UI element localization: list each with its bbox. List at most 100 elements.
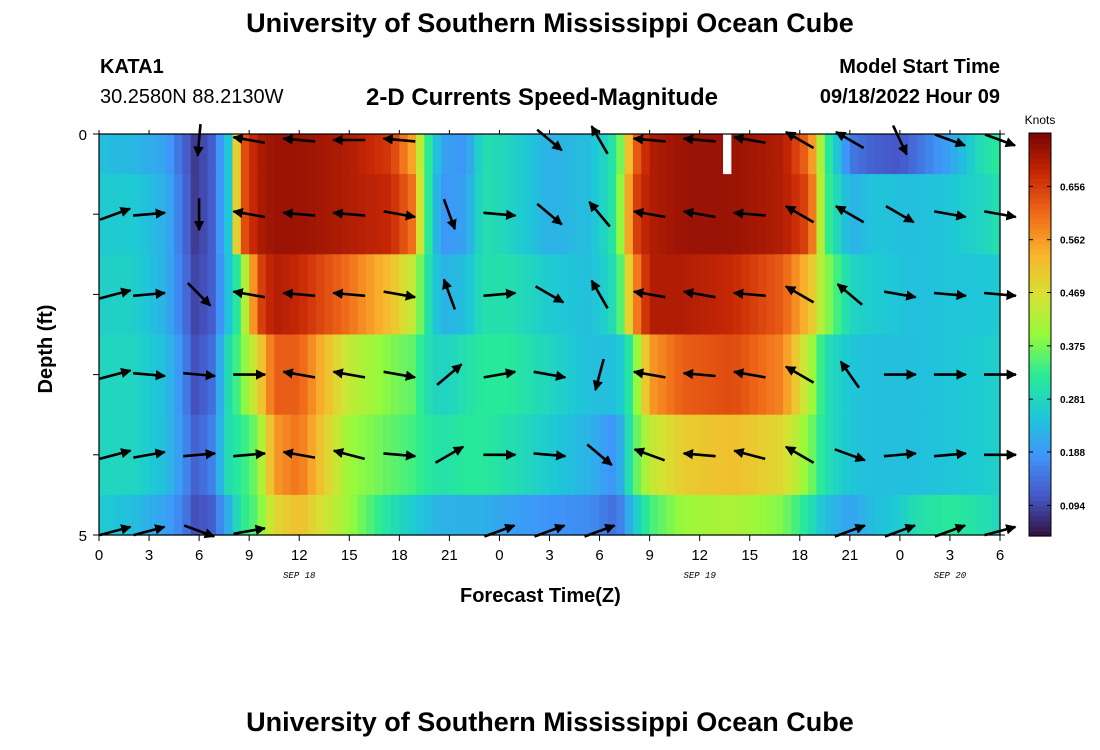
heatmap-cell (516, 334, 526, 416)
heatmap-cell (482, 334, 492, 416)
current-arrow (682, 207, 716, 219)
heatmap-cell (174, 494, 184, 536)
heatmap-cell (874, 254, 884, 336)
heatmap-cell (933, 494, 943, 536)
current-arrow (835, 205, 865, 224)
colorbar-segment (1029, 455, 1051, 462)
heatmap-cell (532, 334, 542, 416)
heatmap-cell (365, 254, 375, 336)
heatmap-cell (165, 174, 175, 255)
heatmap-cell (641, 134, 651, 175)
heatmap-cell (974, 494, 984, 536)
heatmap-cell (307, 414, 317, 496)
heatmap-cell (791, 494, 801, 536)
heatmap-cell (474, 414, 484, 496)
colorbar-segment (1029, 500, 1051, 507)
heatmap-cell (808, 414, 818, 496)
current-arrow (590, 125, 609, 155)
heatmap-cell (866, 414, 876, 496)
heatmap-cell (466, 334, 476, 416)
heatmap-cell (157, 134, 167, 175)
heatmap-cell (274, 334, 284, 416)
x-axis: 0 3 6 9 12 15 18 21 0 3 6 9 12 15 18 21 0 3 6 SEP 18 SEP 19 S… (95, 130, 1004, 581)
station-coordinates: 30.2580N 88.2130W (100, 86, 284, 108)
current-arrow (891, 124, 908, 156)
heatmap-cell (833, 134, 843, 175)
current-arrow (784, 285, 815, 304)
heatmap-cell (824, 414, 834, 496)
heatmap-cell (783, 254, 793, 336)
heatmap-cell (582, 414, 592, 496)
heatmap-cell (357, 134, 367, 175)
heatmap-cell (207, 134, 217, 175)
heatmap-cell (983, 254, 993, 336)
current-arrow (382, 134, 416, 145)
heatmap-cell (908, 174, 918, 255)
heatmap-cell (532, 254, 542, 336)
heatmap-cell (174, 174, 184, 255)
heatmap-cell (916, 334, 926, 416)
heatmap-cell (758, 414, 767, 496)
heatmap-cell (124, 174, 133, 255)
heatmap-cell (390, 494, 400, 536)
heatmap-cell (833, 174, 843, 255)
colorbar-segment (1029, 248, 1051, 255)
heatmap-cell (783, 334, 793, 416)
colorbar-segment (1029, 495, 1051, 502)
heatmap-cell (966, 494, 976, 536)
heatmap-cell (783, 174, 793, 255)
heatmap-cell (507, 334, 517, 416)
heatmap-cell (574, 174, 584, 255)
heatmap-cell (549, 174, 559, 255)
heatmap-cell (657, 174, 667, 255)
heatmap-cell (816, 174, 826, 255)
heatmap-cell (616, 334, 626, 416)
heatmap-cell (607, 134, 617, 175)
x-tick-label: 0 (896, 547, 904, 564)
product-title: 2-D Currents Speed-Magnitude (366, 84, 719, 111)
heatmap-cell (566, 494, 576, 536)
heatmap-cell (474, 494, 484, 536)
heatmap-cell (666, 334, 676, 416)
heatmap-cell (858, 334, 868, 416)
heatmap-cell (582, 134, 592, 175)
heatmap-cell (240, 134, 250, 175)
heatmap-cell (916, 174, 926, 255)
heatmap-cell (99, 334, 108, 416)
heatmap-cell (215, 334, 225, 416)
heatmap-cell (582, 174, 592, 255)
heatmap-cell (224, 174, 234, 255)
heatmap-cell (808, 254, 818, 336)
current-arrow (99, 524, 132, 537)
colorbar-segment (1029, 480, 1051, 487)
heatmap-cell (365, 134, 375, 175)
heatmap-cell (416, 134, 425, 175)
heatmap-cell (966, 414, 976, 496)
heatmap-cell (174, 134, 184, 175)
current-arrow (732, 133, 766, 145)
heatmap-cell (157, 494, 167, 536)
x-tick-label: 3 (145, 547, 153, 564)
heatmap-cell (591, 494, 601, 536)
heatmap-cell (657, 494, 667, 536)
heatmap-cell (599, 254, 609, 336)
heatmap-cell (532, 174, 542, 255)
heatmap-cell (232, 494, 242, 536)
colorbar-segment (1029, 440, 1051, 446)
colorbar-segment (1029, 384, 1051, 391)
current-arrow (682, 449, 716, 460)
heatmap-cell (307, 494, 317, 536)
heatmap-cell (532, 414, 542, 496)
heatmap-cell (666, 174, 676, 255)
heatmap-cell (532, 134, 542, 175)
heatmap-cell (99, 254, 108, 336)
colorbar-tick-label: 0.562 (1060, 236, 1085, 247)
current-arrow (282, 448, 316, 459)
heatmap-cell (749, 134, 759, 175)
heatmap-cell (733, 414, 742, 496)
heatmap-cell (324, 254, 334, 336)
heatmap-cell (215, 254, 225, 336)
heatmap-cell (524, 334, 534, 416)
heatmap-cell (724, 414, 734, 496)
current-arrow (732, 208, 766, 219)
